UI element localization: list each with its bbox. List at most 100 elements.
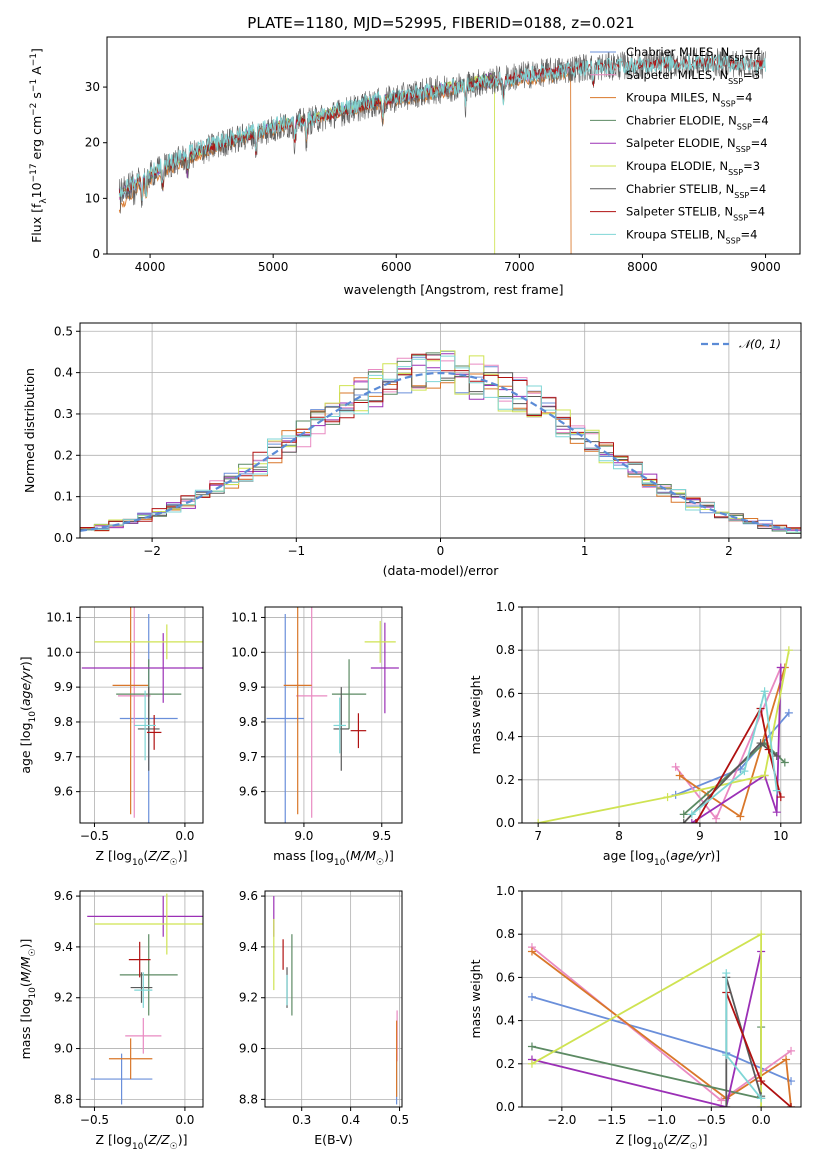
y-tick-label: 9.0 xyxy=(239,1042,258,1056)
x-tick-label: −2.0 xyxy=(547,1113,576,1127)
weight-marker xyxy=(671,762,680,771)
y-axis-label: Normed distribution xyxy=(22,368,37,493)
weight-line xyxy=(531,951,762,1107)
weight-marker xyxy=(679,810,688,819)
weight-marker xyxy=(757,1103,766,1107)
weight-marker xyxy=(722,1051,731,1060)
axes-frame xyxy=(79,890,204,1108)
x-tick-label: 0.4 xyxy=(341,1113,360,1127)
y-tick-label: 8.8 xyxy=(239,1092,258,1106)
y-tick-label: 10.1 xyxy=(231,610,258,624)
weight-marker xyxy=(527,992,536,1001)
x-axis-label: mass [log10(M/M☉)] xyxy=(273,848,394,868)
weight-marker xyxy=(736,812,745,821)
plot-area-mass-vs-Z xyxy=(87,893,203,1105)
x-tick-label: 9000 xyxy=(750,260,781,274)
weight-line xyxy=(691,667,782,823)
x-tick-label: 0.0 xyxy=(175,829,194,843)
weight-marker xyxy=(527,947,536,956)
weight-marker xyxy=(760,771,769,780)
y-tick-label: 0.0 xyxy=(496,816,515,830)
y-tick-label: 20 xyxy=(85,136,100,150)
plot-area-residuals xyxy=(80,350,801,536)
y-tick-label: 0.0 xyxy=(54,531,73,545)
weight-marker xyxy=(687,819,696,823)
normal-curve xyxy=(80,372,799,532)
panel-age-vs-mass: 9.0 9.5 9.6 9.7 9.8 9.9 10.0 10.1 mass [log10(M/… xyxy=(231,606,403,868)
y-tick-label: 0.6 xyxy=(496,970,515,984)
y-tick-label: 0.1 xyxy=(54,490,73,504)
x-tick-label: 0.3 xyxy=(292,1113,311,1127)
weight-marker xyxy=(784,708,793,717)
y-tick-label: 1.0 xyxy=(496,884,515,898)
weight-marker xyxy=(757,1094,766,1103)
panel-mass-vs-Z: −0.5 0.0 8.8 9.0 9.2 9.4 9.6 Z [log10(Z/Z☉)] mas… xyxy=(18,889,204,1152)
y-tick-label: 9.4 xyxy=(239,940,258,954)
x-tick-label: −1 xyxy=(287,544,305,558)
weight-marker xyxy=(722,969,731,978)
legend-entry: Salpeter STELIB, NSSP=4 xyxy=(626,205,765,223)
weight-marker xyxy=(772,752,781,761)
y-axis-label: mass [log10(M/M☉)] xyxy=(18,939,38,1060)
x-tick-label: 7 xyxy=(534,829,542,843)
panel-mass-vs-ebv: 0.3 0.4 0.5 8.8 9.0 9.2 9.4 9.6 E(B-V) xyxy=(239,889,409,1147)
y-tick-label: 1.0 xyxy=(496,600,515,614)
y-tick-label: 0.5 xyxy=(54,324,73,338)
plot-area-mass-vs-ebv xyxy=(273,896,398,1105)
x-tick-label: 0 xyxy=(437,544,445,558)
figure-title: PLATE=1180, MJD=52995, FIBERID=0188, z=0… xyxy=(247,14,634,32)
weight-marker xyxy=(740,767,749,776)
y-axis-label: mass weight xyxy=(468,959,483,1038)
legend-entry: Kroupa ELODIE, NSSP=3 xyxy=(626,159,760,177)
legend-entry: Chabrier STELIB, NSSP=4 xyxy=(626,182,766,200)
x-tick-label: 9.0 xyxy=(294,829,313,843)
x-tick-label: 6000 xyxy=(381,260,412,274)
y-tick-label: 10 xyxy=(85,191,100,205)
weight-marker xyxy=(760,687,769,696)
x-tick-label: 8000 xyxy=(627,260,658,274)
spectrum-line xyxy=(118,54,766,201)
y-tick-label: 8.8 xyxy=(54,1092,73,1106)
x-tick-label: −2 xyxy=(143,544,161,558)
y-tick-label: 0.8 xyxy=(496,927,515,941)
y-tick-label: 0.4 xyxy=(54,366,73,380)
y-tick-label: 9.6 xyxy=(54,889,73,903)
weight-marker xyxy=(787,1046,796,1055)
axes-frame xyxy=(79,606,204,824)
x-tick-label: −0.5 xyxy=(80,1113,109,1127)
spectrum-legend: Chabrier MILES, NSSP=4 Salpeter MILES, NS… xyxy=(590,45,769,245)
plot-area-weight-vs-Z xyxy=(527,930,796,1107)
y-tick-label: 0.2 xyxy=(496,773,515,787)
x-axis-label: wavelength [Angstrom, rest frame] xyxy=(343,282,563,297)
axes-frame xyxy=(106,36,801,255)
y-axis-label: Flux [fλ10−17 erg cm−2 s−1 A−1] xyxy=(29,48,49,243)
legend-entry: Chabrier ELODIE, NSSP=4 xyxy=(626,113,769,130)
panel-residuals: −2 −1 0 1 2 0.0 0.1 0.2 0.3 0.4 0.5 𝒩(0, 1) (data-mo… xyxy=(22,322,802,578)
legend-entry: Kroupa MILES, NSSP=4 xyxy=(626,91,752,109)
x-tick-label: −0.5 xyxy=(697,1113,726,1127)
weight-marker xyxy=(776,793,785,802)
axes-frame xyxy=(264,606,403,824)
y-tick-label: 9.9 xyxy=(239,680,258,694)
x-axis-label: Z [log10(Z/Z☉)] xyxy=(95,848,187,868)
y-tick-label: 9.6 xyxy=(239,889,258,903)
weight-marker xyxy=(722,1103,731,1107)
weight-marker xyxy=(782,1055,791,1064)
x-tick-label: 10 xyxy=(773,829,788,843)
x-axis-label: (data-model)/error xyxy=(383,563,500,578)
y-tick-label: 9.8 xyxy=(54,715,73,729)
x-axis-label: E(B-V) xyxy=(314,1132,353,1147)
y-tick-label: 0.8 xyxy=(496,643,515,657)
weight-line xyxy=(691,690,778,816)
y-tick-label: 9.0 xyxy=(54,1042,73,1056)
plot-area-spectrum xyxy=(118,47,766,254)
residuals-legend: 𝒩(0, 1) xyxy=(701,337,781,351)
histogram-kroupa-stelib xyxy=(80,355,801,536)
y-tick-label: 0.6 xyxy=(496,686,515,700)
x-tick-label: −1.0 xyxy=(647,1113,676,1127)
weight-marker xyxy=(784,646,793,655)
y-tick-label: 9.2 xyxy=(54,991,73,1005)
x-axis-label: Z [log10(Z/Z☉)] xyxy=(95,1132,187,1152)
y-tick-label: 10.0 xyxy=(231,645,258,659)
weight-marker xyxy=(756,739,765,748)
